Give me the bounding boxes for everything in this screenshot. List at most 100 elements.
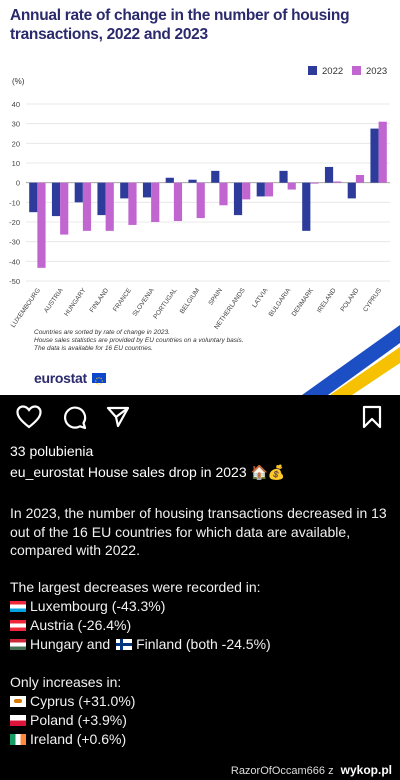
bar-2022-bulgaria [279, 170, 288, 183]
bar-2023-bulgaria [287, 182, 296, 190]
eurostat-logo: eurostat [34, 370, 87, 386]
post-username[interactable]: eu_eurostat [10, 464, 84, 480]
comment-icon[interactable] [62, 405, 87, 430]
x-tick-label: AUSTRIA [43, 287, 65, 315]
y-axis-label: (%) [12, 77, 25, 86]
y-tick-label: 20 [12, 139, 20, 148]
y-tick-label: -10 [9, 198, 20, 207]
share-icon[interactable] [106, 405, 130, 429]
bar-2022-france [120, 182, 129, 199]
x-tick-label: POLAND [339, 287, 360, 313]
bar-2023-slovenia [151, 182, 160, 222]
finland-flag-icon [116, 639, 133, 650]
y-tick-label: -50 [9, 277, 20, 286]
x-tick-label: FRANCE [112, 287, 133, 313]
bar-2023-denmark [310, 182, 319, 184]
list-item: Poland (+3.9%) [10, 711, 395, 730]
bar-2023-latvia [264, 182, 274, 197]
x-tick-label: SLOVENIA [131, 287, 156, 318]
decreases-heading: The largest decreases were recorded in: [10, 579, 261, 595]
increases-heading: Only increases in: [10, 674, 122, 690]
bar-2022-netherlands [233, 182, 243, 216]
x-tick-label: HUNGARY [63, 287, 88, 318]
heart-icon[interactable] [16, 405, 42, 429]
hungary-flag-icon [10, 639, 26, 650]
poland-flag-icon [10, 715, 26, 726]
chart-card: Annual rate of change in the number of h… [0, 0, 400, 395]
bar-2023-austria [60, 182, 69, 235]
note-line: House sales statistics are provided by E… [34, 337, 244, 344]
bar-2022-latvia [256, 182, 265, 197]
x-tick-label: BELGIUM [179, 287, 202, 315]
note-line: Countries are sorted by rate of change i… [34, 329, 170, 336]
luxembourg-flag-icon [10, 601, 26, 612]
bar-2023-spain [219, 182, 228, 206]
legend-swatch-2022 [308, 66, 317, 75]
list-item: Luxembourg (-43.3%) [10, 597, 395, 616]
bar-2023-hungary [82, 182, 92, 231]
x-tick-label: LATVIA [251, 287, 270, 310]
likes-count[interactable]: 33 polubienia [10, 443, 94, 459]
x-tick-label: PORTUGAL [152, 287, 178, 321]
x-tick-label: CYPRUS [362, 287, 384, 314]
caption-paragraph: In 2023, the number of housing transacti… [10, 505, 387, 558]
bar-2022-hungary [74, 182, 83, 203]
x-tick-label: FINLAND [89, 287, 111, 314]
austria-flag-icon [10, 620, 26, 631]
ireland-flag-icon [10, 734, 26, 745]
x-tick-label: DENMARK [291, 287, 316, 318]
legend-label: 2023 [366, 66, 387, 77]
bar-2023-france [128, 182, 137, 225]
x-tick-label: BULGARIA [268, 287, 293, 318]
y-tick-label: -30 [9, 238, 20, 247]
bar-2022-finland [97, 182, 106, 216]
y-tick-label: -40 [9, 257, 20, 266]
corner-decoration [302, 325, 400, 395]
bar-2022-belgium [188, 179, 197, 183]
bar-2023-belgium [196, 182, 205, 219]
bar-2022-austria [51, 182, 61, 217]
legend-swatch-2023 [352, 66, 361, 75]
bar-2023-netherlands [242, 182, 251, 200]
bar-2022-cyprus [370, 128, 379, 183]
bar-2023-ireland [333, 181, 342, 183]
caption-title-line: eu_eurostat House sales drop in 2023 🏠💰 [10, 464, 395, 481]
bar-2022-portugal [165, 177, 174, 183]
bar-2023-luxembourg [37, 182, 46, 268]
bar-2022-luxembourg [29, 182, 38, 213]
note-line: The data is available for 16 EU countrie… [34, 345, 153, 352]
y-tick-label: 40 [12, 100, 20, 109]
bar-2023-cyprus [378, 121, 387, 183]
watermark-user: RazorOfOccam666 [230, 765, 326, 777]
watermark: RazorOfOccam666 z wykop.pl [231, 763, 392, 777]
legend-label: 2022 [322, 66, 343, 77]
y-tick-label: 0 [16, 179, 20, 188]
list-item: Hungary and Finland (both -24.5%) [10, 635, 395, 654]
wykop-logo: wykop.pl [340, 763, 392, 777]
x-tick-label: SPAIN [207, 287, 224, 307]
watermark-sep: z [328, 765, 334, 777]
chart-title: Annual rate of change in the number of h… [10, 7, 350, 43]
caption-title: House sales drop in 2023 🏠💰 [87, 464, 286, 480]
list-item: Cyprus (+31.0%) [10, 692, 395, 711]
bookmark-icon[interactable] [362, 405, 382, 429]
bar-2022-ireland [324, 166, 334, 183]
x-tick-label: IRELAND [316, 287, 338, 314]
bar-2022-slovenia [142, 182, 152, 198]
bar-2023-poland [355, 174, 365, 183]
x-tick-label: LUXEMBOURG [10, 287, 42, 329]
list-item: Austria (-26.4%) [10, 616, 395, 635]
chart-notes: Countries are sorted by rate of change i… [34, 329, 244, 353]
bar-2023-finland [105, 182, 114, 231]
cyprus-flag-icon [10, 696, 26, 707]
y-tick-label: 30 [12, 120, 20, 129]
bar-2022-denmark [302, 182, 311, 231]
list-item: Ireland (+0.6%) [10, 730, 395, 749]
eu-flag-icon [92, 373, 106, 385]
bar-2022-poland [347, 182, 356, 199]
bar-2023-portugal [173, 182, 183, 222]
y-tick-label: -20 [9, 218, 20, 227]
y-tick-label: 10 [12, 159, 20, 168]
bar-2022-spain [211, 170, 220, 183]
